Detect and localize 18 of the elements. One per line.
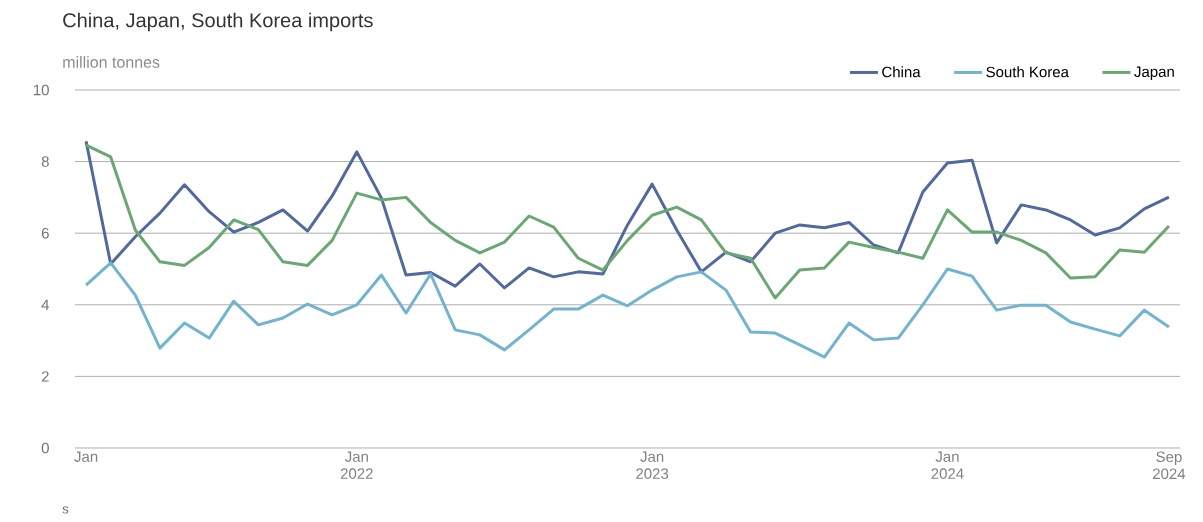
y-tick-label: 8: [41, 156, 49, 167]
x-tick-label: Jan: [74, 451, 98, 462]
chart-title: China, Japan, South Korea imports: [63, 12, 373, 32]
y-axis-title: million tonnes: [63, 56, 160, 68]
x-tick-label: Sep 2024: [1153, 451, 1186, 480]
y-tick-label: 0: [41, 442, 49, 454]
legend-label: China: [882, 66, 921, 78]
line-series: [84, 261, 1171, 359]
y-tick-label: 6: [41, 227, 49, 239]
y-tick-label: 2: [41, 371, 49, 382]
text: s: [62, 506, 69, 514]
x-tick-label: Jan 2022: [340, 451, 373, 479]
legend-label: South Korea: [986, 66, 1069, 78]
x-tick-label: Jan 2024: [931, 451, 964, 479]
y-tick-label: 10: [33, 84, 49, 96]
y-tick-label: 4: [41, 299, 50, 310]
x-tick-label: Jan 2023: [636, 451, 669, 479]
legend-label: Japan: [1134, 66, 1174, 80]
